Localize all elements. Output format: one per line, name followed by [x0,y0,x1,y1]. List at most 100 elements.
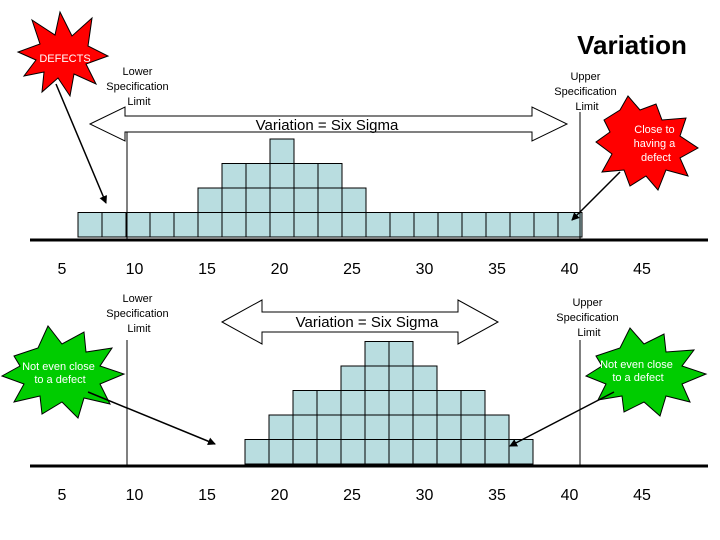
bottom-axis-tick-label: 10 [126,487,144,504]
bottom-histogram-cell [436,439,462,465]
top-histogram-cell [293,187,319,213]
bottom-variation-label: Variation = Six Sigma [296,314,439,331]
top-axis-tick-label: 20 [271,261,289,278]
top-histogram-cell [509,212,535,238]
top-axis-tick-label: 25 [343,261,361,278]
bottom-histogram-cell [364,365,390,391]
bottom-histogram-cell [436,414,462,440]
close-defect-burst [595,95,699,191]
bottom-histogram-cell [268,439,294,465]
bottom-histogram-cell [340,390,366,416]
top-histogram-cell [317,212,343,238]
bottom-axis-tick-label: 20 [271,487,289,504]
top-histogram-cell [269,212,295,238]
defects-pointer-arrow [55,83,107,204]
defects-burst [16,10,110,98]
bottom-histogram-cell [412,414,438,440]
bottom-axis-tick-label: 25 [343,487,361,504]
top-histogram-cell [245,163,271,189]
bottom-histogram-cell [412,365,438,391]
top-histogram-cell [341,187,367,213]
bottom-histogram-cell [436,390,462,416]
bottom-histogram-cell [364,341,390,367]
bottom-histogram-cell [364,390,390,416]
bottom-axis-ticks: 5 10 15 20 25 30 35 40 45 [58,487,651,504]
top-histogram-cell [245,187,271,213]
top-histogram-cell [557,212,583,238]
bottom-histogram-cell [484,414,510,440]
top-histogram-cell [461,212,487,238]
top-histogram-cell [437,212,463,238]
right-not-close-burst [584,327,708,417]
bottom-histogram-cell [388,390,414,416]
bottom-histogram-cell [292,414,318,440]
top-histogram-cell [221,212,247,238]
bottom-histogram-cell [316,414,342,440]
top-histogram-cell [221,163,247,189]
bottom-histogram-cell [460,439,486,465]
bottom-axis-tick-label: 45 [633,487,651,504]
bottom-histogram-cell [412,439,438,465]
top-histogram-cell [533,212,559,238]
bottom-axis-tick-label: 15 [198,487,216,504]
top-histogram-cell [173,212,199,238]
bottom-histogram-cell [292,439,318,465]
top-axis-tick-label: 40 [561,261,579,278]
bottom-histogram-cell [388,439,414,465]
bottom-histogram [244,341,534,465]
top-lower-limit-label: Lower Specification Limit [106,66,171,108]
top-axis-tick-label: 15 [198,261,216,278]
bottom-histogram-cell [268,414,294,440]
bottom-histogram-cell [244,439,270,465]
top-histogram-cell [221,187,247,213]
bottom-histogram-cell [340,365,366,391]
top-histogram-cell [245,212,271,238]
bottom-histogram-cell [292,390,318,416]
bottom-histogram-cell [388,365,414,391]
top-axis-tick-label: 5 [58,261,67,278]
top-histogram-cell [197,212,223,238]
bottom-histogram-cell [460,390,486,416]
bottom-lower-limit-label: Lower Specification Limit [106,293,171,335]
bottom-histogram-cell [364,439,390,465]
top-axis-tick-label: 35 [488,261,506,278]
top-histogram-cell [269,138,295,164]
right-not-close-label: Not even close to a defect [600,359,676,384]
defects-label: DEFECTS [39,53,90,65]
top-axis-ticks: 5 10 15 20 25 30 35 40 45 [58,261,651,278]
top-axis-tick-label: 30 [416,261,434,278]
bottom-histogram-cell [316,439,342,465]
bottom-histogram-cell [484,439,510,465]
bottom-upper-limit-label: Upper Specification Limit [556,297,621,339]
top-histogram-cell [365,212,391,238]
bottom-histogram-cell [388,414,414,440]
page-title: Variation [577,30,687,60]
close-defect-label: Close to having a defect [634,124,679,164]
top-axis-tick-label: 45 [633,261,651,278]
right-not-close-pointer-arrow [509,391,615,447]
top-histogram-cell [101,212,127,238]
bottom-axis-tick-label: 40 [561,487,579,504]
top-variation-label: Variation = Six Sigma [256,117,399,134]
top-histogram-cell [485,212,511,238]
left-not-close-label: Not even close to a defect [22,361,98,386]
bottom-histogram-cell [364,414,390,440]
top-histogram-cell [413,212,439,238]
bottom-axis-tick-label: 5 [58,487,67,504]
bottom-histogram-cell [412,390,438,416]
bottom-histogram-cell [316,390,342,416]
top-histogram-cell [317,163,343,189]
top-upper-limit-label: Upper Specification Limit [554,71,619,113]
top-histogram-cell [317,187,343,213]
top-histogram-cell [293,212,319,238]
top-histogram-cell [149,212,175,238]
close-defect-pointer-arrow [571,171,621,221]
bottom-histogram-cell [340,439,366,465]
top-histogram-cell [197,187,223,213]
bottom-histogram-cell [340,414,366,440]
top-histogram-cell [293,163,319,189]
top-histogram [77,138,583,238]
left-not-close-pointer-arrow [87,391,216,446]
top-histogram-cell [269,163,295,189]
